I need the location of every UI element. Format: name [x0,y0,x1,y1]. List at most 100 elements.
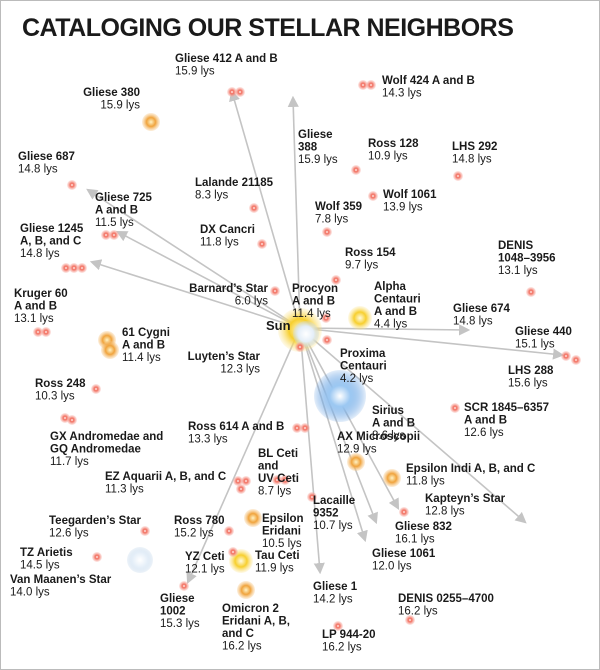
star-dot [33,327,43,337]
star-distance: 15.9 lys [298,154,338,166]
star-name: Alpha [374,281,407,293]
star-name: 388 [298,142,318,154]
star-dot [453,171,463,181]
star-label: Ross 780 15.2 lys [174,515,225,540]
star-dot [233,476,243,486]
star-label: Epsilon Eridani 10.5 lys [262,513,304,550]
star-dot [241,476,251,486]
star-distance: 14.8 lys [18,164,58,176]
star-name: Ross 248 [35,378,86,390]
star-label: Epsilon Indi A, B, and C 11.8 lys [406,463,535,488]
star-dot [321,313,331,323]
star-dot [41,327,51,337]
star-distance: 11.8 lys [200,237,239,249]
star-name: A and B [292,296,335,308]
star-distance: 12.6 lys [464,427,504,439]
star-dot [561,351,571,361]
star-distance: 13.3 lys [188,434,228,446]
star-label: Van Maanen’s Star 14.0 lys [10,574,112,599]
star-label: Gliese 380 15.9 lys [83,87,140,112]
star-label: Ross 128 10.9 lys [368,138,419,163]
star-name: Ross 614 A and B [188,421,284,433]
star-distance: 12.6 lys [49,528,89,540]
star-name: Wolf 1061 [383,189,437,201]
star-name: A and B [14,301,57,313]
star-dot [358,80,368,90]
star-distance: 14.3 lys [382,88,422,100]
star-name: TZ Arietis [20,547,73,559]
star-name: 9352 [313,508,339,520]
star-distance: 12.9 lys [337,444,377,456]
star-label: LHS 292 14.8 lys [452,141,497,166]
star-distance: 4.2 lys [340,373,373,385]
star-label: Gliese 725 A and B 11.5 lys [95,192,153,229]
star-name: GQ Andromedae [50,444,141,456]
star-name: Ross 128 [368,138,419,150]
star-label: DENIS 1048–3956 13.1 lys [498,240,556,277]
star-distance: 10.7 lys [313,520,353,532]
star-label: Gliese 1061 12.0 lys [372,548,436,573]
star-name: UV Ceti [258,473,299,485]
star-distance: 15.9 lys [100,100,140,112]
star-label: DENIS 0255–4700 16.2 lys [398,593,494,618]
star-name: Gliese 440 [515,326,572,338]
star-dot [101,341,119,359]
star-distance: 7.8 lys [315,214,348,226]
star-name: Gliese 380 [83,87,140,99]
star-label: LP 944-20 16.2 lys [322,629,376,654]
title: CATALOGING OUR STELLAR NEIGHBORS [22,14,513,42]
star-dot [101,230,111,240]
star-name: 1002 [160,606,186,618]
star-name: Tau Ceti [255,550,300,562]
star-distance: 16.2 lys [222,641,262,653]
star-name: Gliese [160,593,195,605]
star-name: Eridani A, B, [222,616,290,628]
stars [33,80,581,631]
star-dot [331,275,341,285]
star-label: Ross 154 9.7 lys [345,247,396,272]
star-label: Wolf 1061 13.9 lys [383,189,437,214]
star-name: DENIS 0255–4700 [398,593,494,605]
star-label: Tau Ceti 11.9 lys [255,550,300,575]
star-name: 1048–3956 [498,253,556,265]
star-name: Wolf 359 [315,201,362,213]
star-name: Teegarden’s Star [49,515,142,527]
star-name: BL Ceti [258,448,298,460]
star-dot [257,239,267,249]
star-name: Gliese [298,129,333,141]
star-label: Teegarden’s Star 12.6 lys [49,515,142,540]
star-name: Gliese 412 A and B [175,53,278,65]
star-dot [235,87,245,97]
star-label: Gliese 1245 A, B, and C 14.8 lys [20,223,84,260]
star-dot [67,180,77,190]
star-distance: 16.1 lys [395,534,435,546]
star-label: Gliese 412 A and B 15.9 lys [175,53,278,78]
star-distance: 10.9 lys [368,151,408,163]
star-name: Kruger 60 [14,288,68,300]
star-name: Gliese 1245 [20,223,84,235]
star-name: Proxima [340,348,386,360]
star-distance: 14.2 lys [313,594,353,606]
star-name: Lalande 21185 [195,177,274,189]
star-distance: 8.6 lys [372,430,405,442]
star-label: Procyon A and B 11.4 lys [292,283,338,320]
star-name: Van Maanen’s Star [10,574,112,586]
star-dot [450,403,460,413]
star-label: Gliese 1 14.2 lys [313,581,358,606]
star-distance: 12.8 lys [425,506,465,518]
star-name: AX Microscopii [337,431,420,443]
star-name: A and B [95,205,138,217]
star-dot [307,492,317,502]
star-dot [69,263,79,273]
star-dot [314,370,366,422]
star-distance: 10.3 lys [35,391,75,403]
star-label: Barnard’s Star 6.0 lys [189,283,268,308]
star-distance: 13.1 lys [14,313,54,325]
star-distance: 10.5 lys [262,538,302,550]
star-distance: 14.8 lys [453,316,493,328]
star-distance: 11.8 lys [406,476,445,488]
star-distance: 8.3 lys [195,190,228,202]
star-dot [270,286,280,296]
star-dot [140,526,150,536]
